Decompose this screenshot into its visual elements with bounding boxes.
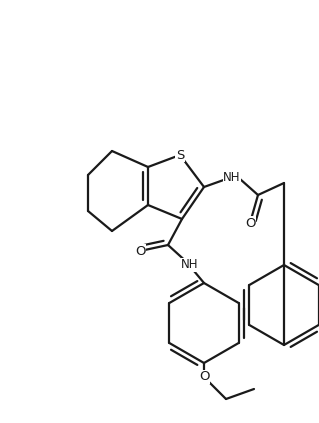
Text: NH: NH [223, 170, 241, 184]
Text: O: O [199, 371, 209, 384]
Text: NH: NH [181, 258, 199, 272]
Text: O: O [135, 244, 145, 258]
Text: O: O [245, 217, 255, 230]
Text: S: S [176, 148, 184, 162]
